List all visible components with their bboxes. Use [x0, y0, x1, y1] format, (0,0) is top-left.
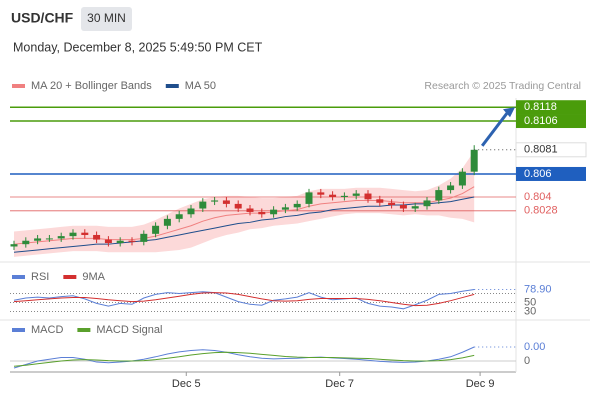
x-tick-label: Dec 5 — [172, 378, 201, 390]
candle-body — [116, 240, 124, 244]
interval-badge[interactable] — [81, 7, 132, 31]
candle-body — [175, 214, 183, 219]
legend-swatch — [12, 275, 25, 279]
candle-body — [246, 208, 254, 212]
legend-swatch — [77, 328, 91, 332]
candle-body — [81, 232, 89, 235]
legend-label: MA 50 — [185, 80, 216, 92]
indicator-line — [13, 351, 475, 367]
level-label: 0.804 — [524, 191, 552, 203]
interval[interactable]: 30 MIN — [87, 11, 126, 25]
candle-body — [128, 240, 136, 242]
target-arrowhead — [503, 107, 515, 118]
candle-body — [411, 206, 419, 209]
candle-body — [317, 192, 325, 195]
candle-body — [211, 200, 219, 202]
legend-label: MACD — [31, 324, 63, 336]
candle-body — [93, 234, 101, 240]
indicator-line — [13, 289, 475, 310]
candle-body — [388, 202, 396, 206]
candle-body — [399, 205, 407, 209]
last-value-label: 78.90 — [524, 283, 552, 295]
level-box — [516, 100, 586, 115]
candle-body — [364, 193, 372, 200]
y-tick-label: 50 — [524, 296, 536, 308]
candle-body — [352, 193, 360, 196]
last-value-label: 0.00 — [524, 341, 545, 353]
legend-swatch — [165, 84, 179, 88]
candle-body — [234, 203, 242, 209]
target-arrow — [481, 112, 509, 147]
candle-body — [447, 185, 455, 191]
candle-body — [270, 209, 278, 215]
bollinger-band — [14, 150, 475, 257]
moving-average — [13, 196, 475, 253]
legend-label: MACD Signal — [96, 324, 162, 336]
last-price-label: 0.8081 — [524, 144, 558, 156]
candle-body — [69, 232, 77, 237]
indicator-line — [13, 346, 475, 369]
candle-body — [329, 194, 337, 197]
candle-body — [376, 199, 384, 203]
symbol: USD/CHF — [11, 10, 74, 26]
legend-swatch — [12, 328, 25, 332]
candle-body — [470, 149, 478, 172]
candle-body — [222, 200, 230, 204]
legend-swatch — [12, 84, 25, 88]
moving-average — [13, 186, 475, 245]
candle-body — [187, 208, 195, 215]
legend-label: RSI — [31, 271, 49, 283]
candle-body — [10, 244, 18, 247]
level-box — [516, 114, 586, 129]
y-tick-label: 30 — [524, 305, 536, 317]
timestamp: Monday, December 8, 2025 5:49:50 PM CET — [13, 40, 263, 54]
x-tick-label: Dec 9 — [466, 378, 495, 390]
candle-body — [293, 203, 301, 208]
candle-body — [281, 207, 289, 210]
candle-body — [435, 190, 443, 201]
candle-body — [152, 225, 160, 234]
candle-body — [22, 240, 30, 245]
candle-body — [45, 238, 53, 240]
indicator-line — [13, 292, 475, 307]
candle-body — [423, 200, 431, 207]
level-box — [516, 166, 586, 181]
level-label: 0.8106 — [524, 115, 558, 127]
candle-body — [163, 218, 171, 226]
x-tick-label: Dec 7 — [325, 378, 354, 390]
y-tick-label: 0 — [524, 355, 530, 367]
level-label: 0.8028 — [524, 205, 558, 217]
candle-body — [199, 201, 207, 209]
candle-body — [104, 239, 112, 244]
legend-swatch — [63, 275, 77, 279]
level-label: 0.8118 — [524, 101, 557, 113]
candle-body — [305, 192, 313, 204]
candle-body — [458, 171, 466, 186]
candle-body — [57, 236, 65, 239]
candle-body — [258, 211, 266, 215]
legend-label: 9MA — [82, 271, 105, 283]
candle-body — [34, 238, 42, 241]
level-label: 0.806 — [524, 168, 552, 180]
candle-body — [340, 195, 348, 197]
candle-body — [140, 233, 148, 242]
credit: Research © 2025 Trading Central — [424, 80, 581, 92]
legend-label: MA 20 + Bollinger Bands — [31, 80, 152, 92]
last-price-box — [515, 142, 587, 158]
